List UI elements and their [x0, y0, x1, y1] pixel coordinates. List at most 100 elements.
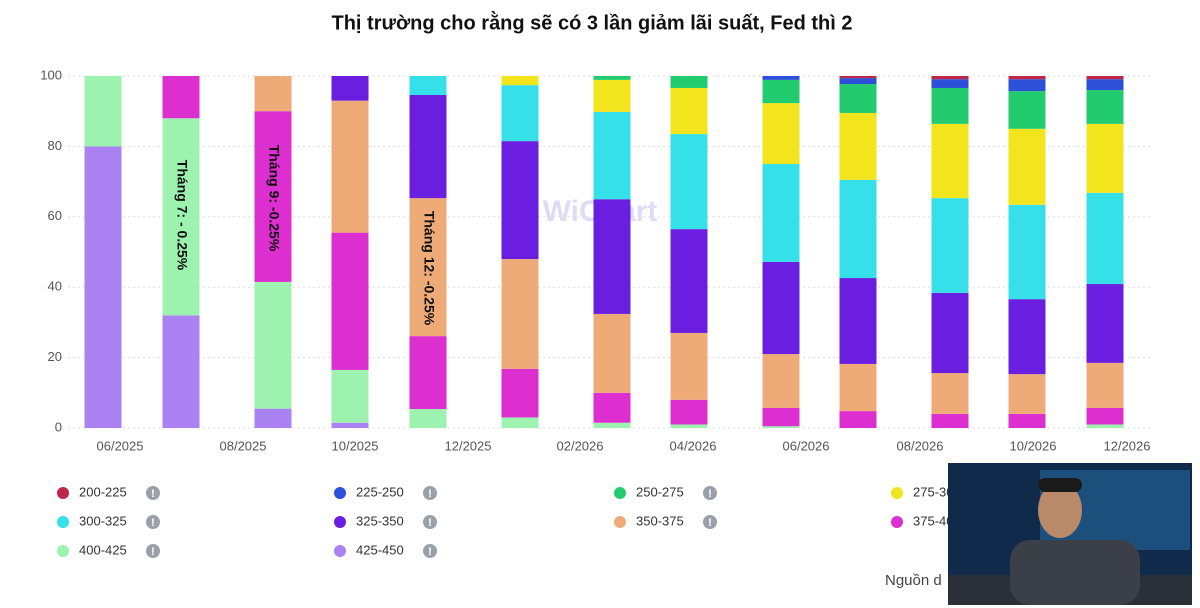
x-tick-label: 04/2026: [670, 438, 717, 453]
legend-label: 225-250: [356, 484, 404, 499]
x-tick-label: 08/2026: [897, 438, 944, 453]
y-tick-label: 60: [48, 208, 62, 223]
bar-segment: [931, 76, 969, 80]
bar-segment: [670, 399, 708, 425]
info-icon: [703, 515, 717, 529]
bar-segment: [501, 417, 539, 428]
bar-segment: [162, 118, 200, 316]
legend-label: 325-350: [356, 513, 404, 528]
x-tick-label: 02/2026: [557, 438, 604, 453]
bar-segment: [84, 146, 122, 428]
bar-segment: [1008, 204, 1046, 300]
legend-swatch: [57, 545, 69, 557]
bar-segment: [762, 79, 800, 104]
bar-segment: [762, 407, 800, 427]
bar-segment: [839, 411, 877, 428]
bar-segment: [931, 123, 969, 199]
bar-segment: [1086, 123, 1124, 193]
bar-segment: [839, 278, 877, 364]
bar-segment: [1086, 79, 1124, 91]
bar-segment: [501, 259, 539, 369]
info-mark: !: [428, 517, 432, 529]
bar-segment: [1008, 374, 1046, 414]
bar-segment: [331, 76, 369, 101]
bar-segment: [670, 229, 708, 333]
legend-swatch: [334, 545, 346, 557]
bar-segment: [1086, 192, 1124, 285]
legend-swatch: [891, 487, 903, 499]
bar-segment: [1008, 299, 1046, 375]
bar-segment: [839, 76, 877, 79]
bar-segment: [593, 76, 631, 80]
info-icon: [703, 486, 717, 500]
bar-segment: [162, 315, 200, 428]
bar-segment: [254, 111, 292, 282]
bar-segment: [762, 426, 800, 428]
bar-segment: [670, 134, 708, 230]
legend-label: 300-325: [79, 513, 127, 528]
bar-segment: [409, 336, 447, 409]
info-mark: !: [708, 517, 712, 529]
bar-segment: [670, 87, 708, 135]
bar-segment: [409, 198, 447, 337]
bar-segment: [1086, 76, 1124, 80]
x-tick-label: 10/2025: [332, 438, 379, 453]
info-icon: [146, 544, 160, 558]
y-tick-label: 100: [40, 67, 62, 82]
y-tick-label: 0: [55, 419, 62, 434]
info-mark: !: [151, 546, 155, 558]
info-mark: !: [708, 488, 712, 500]
bar-segment: [409, 76, 447, 96]
bar-segment: [670, 76, 708, 88]
bar-segment: [1086, 90, 1124, 124]
y-tick-label: 20: [48, 349, 62, 364]
bar-segment: [931, 292, 969, 374]
bar-segment: [1008, 128, 1046, 205]
bar-segment: [501, 141, 539, 260]
info-icon: [146, 515, 160, 529]
y-tick-label: 80: [48, 138, 62, 153]
bar-segment: [254, 76, 292, 112]
bar-segment: [501, 368, 539, 418]
info-icon: [423, 515, 437, 529]
annotation: Tháng 7: - 0.25%: [174, 160, 190, 271]
info-icon: [423, 486, 437, 500]
bar-segment: [1008, 91, 1046, 129]
bar-segment: [762, 261, 800, 355]
legend-label: 200-225: [79, 484, 127, 499]
bar-segment: [593, 392, 631, 423]
legend-swatch: [614, 487, 626, 499]
legend-swatch: [57, 487, 69, 499]
x-tick-label: 10/2026: [1010, 438, 1057, 453]
annotation: Tháng 9: -0.25%: [266, 145, 282, 252]
bar-segment: [501, 76, 539, 86]
bar-segment: [593, 313, 631, 393]
info-mark: !: [151, 488, 155, 500]
info-mark: !: [151, 517, 155, 529]
bar-segment: [1008, 76, 1046, 80]
person-hair: [1038, 478, 1082, 492]
bar-segment: [254, 408, 292, 428]
x-tick-label: 06/2026: [783, 438, 830, 453]
bar-segment: [1086, 284, 1124, 363]
bar-segment: [593, 79, 631, 112]
person-head: [1038, 482, 1082, 538]
x-tick-label: 12/2025: [445, 438, 492, 453]
x-tick-label: 12/2026: [1104, 438, 1151, 453]
legend-swatch: [57, 516, 69, 528]
bar-segment: [839, 112, 877, 180]
bar-segment: [1086, 407, 1124, 425]
legend-label: 250-275: [636, 484, 684, 499]
bar-segment: [670, 332, 708, 400]
bar-segment: [331, 232, 369, 370]
bar-segment: [762, 103, 800, 164]
bar-segment: [593, 422, 631, 428]
legend-label: 400-425: [79, 542, 127, 557]
legend-swatch: [614, 516, 626, 528]
bar-segment: [162, 76, 200, 119]
info-icon: [423, 544, 437, 558]
bar-segment: [670, 424, 708, 428]
bar-segment: [331, 369, 369, 423]
legend-swatch: [891, 516, 903, 528]
